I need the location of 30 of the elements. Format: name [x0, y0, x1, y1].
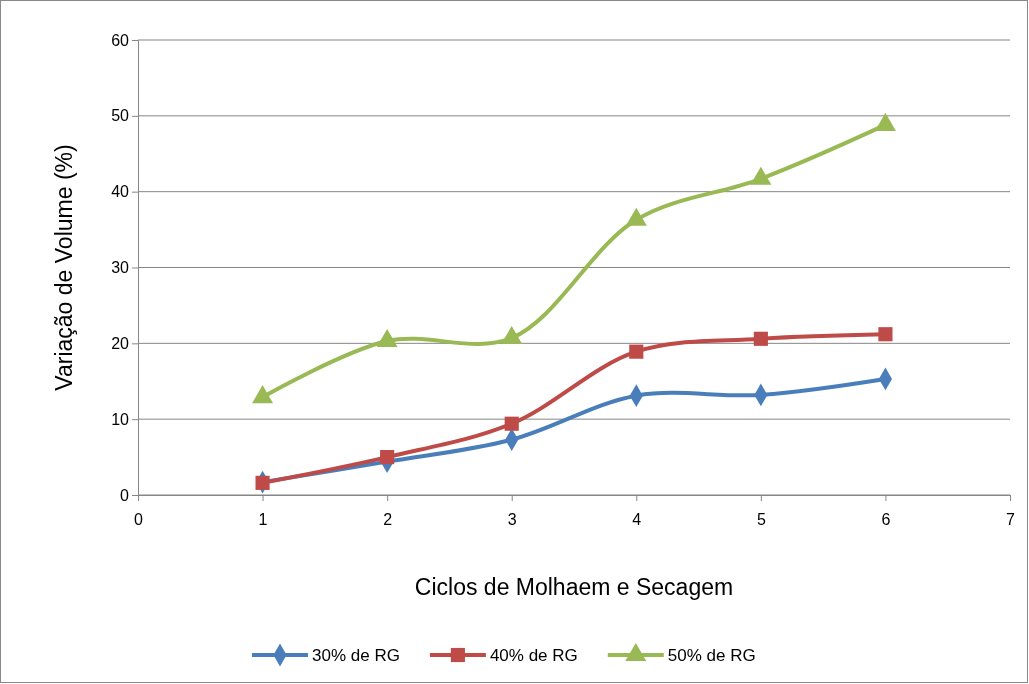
x-tick-label: 7 [1006, 510, 1016, 528]
point [625, 207, 647, 226]
x-tick-label: 5 [756, 510, 766, 528]
point [878, 327, 893, 342]
y-axis-title: Variação de Volume (%) [51, 144, 77, 391]
point [380, 450, 395, 465]
x-tick-label: 4 [632, 510, 642, 528]
point [255, 475, 270, 490]
point [874, 112, 896, 131]
y-tick-label: 0 [120, 486, 130, 504]
point [753, 331, 768, 346]
x-tick-label: 3 [507, 510, 517, 528]
x-tick-label: 6 [881, 510, 891, 528]
x-tick-label: 0 [134, 510, 144, 528]
y-tick-label: 30 [111, 259, 130, 277]
legend-label: 40% de RG [489, 646, 578, 665]
y-tick-label: 10 [111, 410, 130, 428]
x-tick-label: 2 [383, 510, 393, 528]
point [501, 325, 523, 345]
point [750, 166, 772, 185]
y-tick-label: 60 [111, 31, 130, 49]
legend-label: 50% de RG [667, 646, 756, 665]
legend-label: 30% de RG [312, 646, 400, 665]
y-tick-label: 40 [111, 183, 130, 201]
x-axis-title: Ciclos de Molhaem e Secagem [414, 574, 734, 600]
y-tick-label: 20 [111, 334, 130, 352]
point [504, 416, 519, 431]
y-tick-label: 50 [111, 107, 130, 125]
x-tick-label: 1 [258, 510, 268, 528]
point [629, 344, 644, 359]
